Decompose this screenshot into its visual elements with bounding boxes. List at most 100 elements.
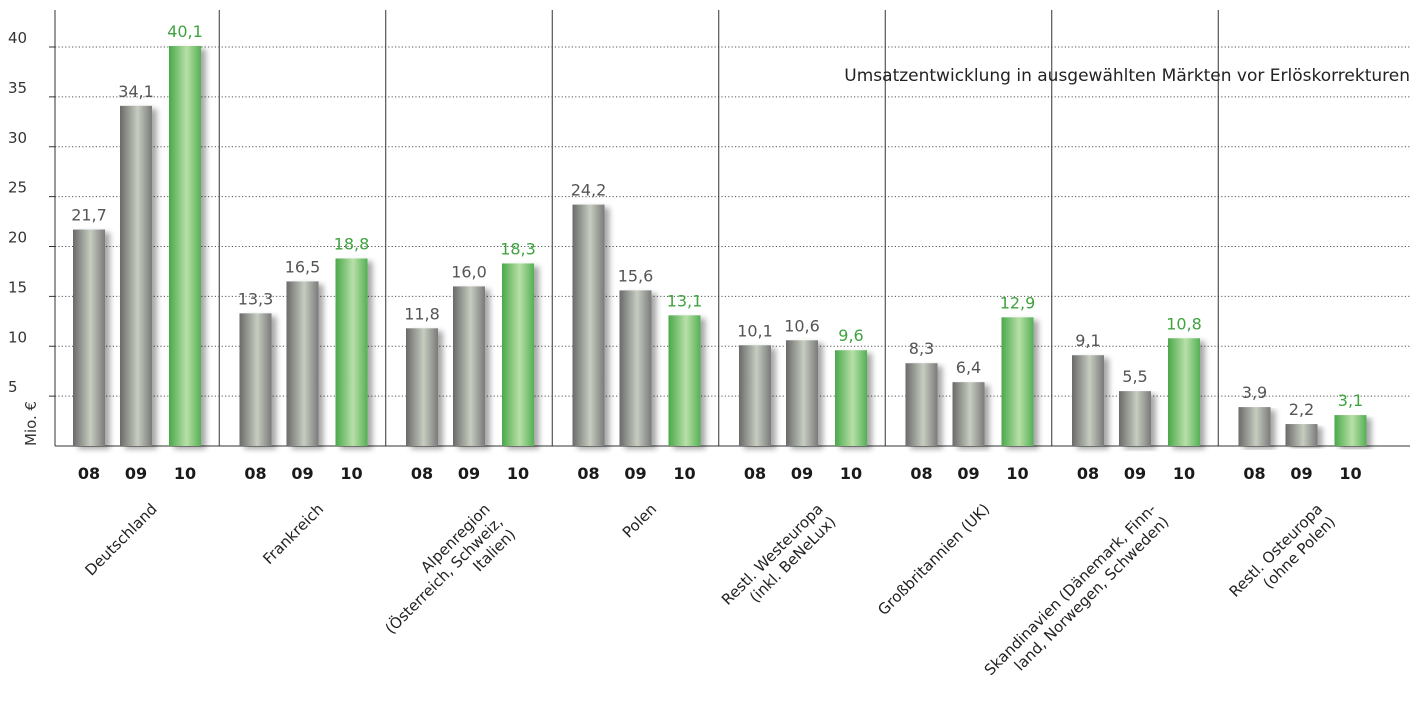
x-tick-label: 10 — [1006, 464, 1028, 483]
bar-09 — [619, 290, 652, 446]
bar-10 — [1334, 415, 1367, 446]
group-separators — [218, 10, 1219, 446]
category-label-line: Polen — [619, 500, 660, 541]
data-label: 13,1 — [667, 291, 703, 310]
data-label: 10,1 — [737, 321, 773, 340]
category-label-line: Deutschland — [81, 500, 160, 579]
category-label-line: (Österreich, Schweiz, — [381, 512, 507, 638]
x-tick-label: 10 — [673, 464, 695, 483]
x-tick-label: 08 — [577, 464, 599, 483]
x-tick-label: 08 — [910, 464, 932, 483]
y-tick-label-10: 10 — [8, 328, 27, 346]
x-tick-label: 08 — [411, 464, 433, 483]
x-tick-label: 09 — [125, 464, 147, 483]
category-label: Deutschland — [81, 500, 160, 579]
bar-08 — [73, 229, 105, 446]
x-tick-label: 10 — [840, 464, 862, 483]
bar-08 — [1072, 355, 1104, 446]
x-tick-label: 09 — [291, 464, 313, 483]
data-label: 9,6 — [838, 326, 863, 345]
y-tick-label-5: 5 — [8, 378, 18, 396]
bar-08 — [905, 363, 938, 446]
data-label: 13,3 — [238, 289, 274, 308]
data-label: 11,8 — [404, 304, 440, 323]
y-tick-label-35: 35 — [8, 79, 27, 97]
data-label: 16,5 — [285, 257, 321, 276]
data-label: 3,1 — [1338, 391, 1363, 410]
y-tick-label-40: 40 — [8, 29, 27, 47]
x-tick-label: 09 — [458, 464, 480, 483]
bar-09 — [1285, 424, 1318, 446]
data-label: 10,6 — [784, 316, 820, 335]
bar-08 — [239, 313, 272, 446]
x-tick-label: 09 — [1124, 464, 1146, 483]
category-label: Frankreich — [259, 500, 327, 568]
bar-10 — [835, 350, 867, 446]
category-labels: Deutschland Frankreich Alpenregion(Österre… — [81, 500, 1339, 679]
category-label: Großbritannien (UK) — [874, 500, 993, 619]
bar-10 — [668, 315, 701, 446]
x-tick-label: 10 — [1339, 464, 1361, 483]
bar-09 — [286, 281, 319, 446]
data-label: 3,9 — [1242, 383, 1267, 402]
x-tick-label: 08 — [78, 464, 100, 483]
data-label: 21,7 — [71, 206, 107, 225]
data-label: 24,2 — [571, 181, 607, 200]
bar-08 — [1238, 407, 1271, 446]
y-axis-label: Mio. € — [22, 401, 40, 446]
bar-09 — [453, 286, 485, 446]
chart-subtitle: Umsatzentwicklung in ausgewählten Märkte… — [844, 66, 1410, 86]
x-tick-label: 09 — [624, 464, 646, 483]
data-label: 6,4 — [956, 358, 981, 377]
x-tick-label: 08 — [744, 464, 766, 483]
data-label: 10,8 — [1166, 314, 1202, 333]
x-tick-label: 10 — [340, 464, 362, 483]
data-label: 16,0 — [451, 262, 487, 281]
category-label: Restl. Westeuropa(inkl. BeNeLux) — [718, 500, 839, 609]
x-tick-label: 08 — [1243, 464, 1265, 483]
y-tick-label-25: 25 — [8, 179, 27, 197]
data-label: 9,1 — [1075, 331, 1100, 350]
x-tick-label: 09 — [957, 464, 979, 483]
bar-09 — [786, 340, 818, 446]
y-tick-label-15: 15 — [8, 278, 27, 296]
bars — [73, 46, 1367, 446]
category-label-line: Frankreich — [259, 500, 327, 568]
bar-10 — [335, 258, 368, 446]
bar-10 — [502, 263, 534, 446]
bar-10 — [1001, 317, 1034, 446]
x-tick-label: 08 — [244, 464, 266, 483]
category-label-line: Skandinavien (Dänemark, Finn- — [981, 500, 1160, 679]
bar-08 — [739, 345, 771, 446]
data-label: 34,1 — [118, 82, 154, 101]
data-label: 5,5 — [1122, 367, 1147, 386]
x-tick-label: 10 — [507, 464, 529, 483]
category-label: Skandinavien (Dänemark, Finn-land, Norwe… — [981, 500, 1173, 679]
axes: 5 10 15 20 25 30 35 40 — [8, 10, 1410, 447]
data-label: 18,3 — [500, 239, 536, 258]
category-label: Alpenregion(Österreich, Schweiz,Italien) — [381, 500, 519, 638]
x-tick-label: 09 — [1290, 464, 1312, 483]
bar-10 — [169, 46, 201, 446]
category-label: Polen — [619, 500, 660, 541]
data-label: 12,9 — [1000, 293, 1036, 312]
data-label: 2,2 — [1289, 400, 1314, 419]
category-label: Restl. Osteuropa(ohne Polen) — [1226, 500, 1339, 601]
x-tick-label: 10 — [1173, 464, 1195, 483]
bar-09 — [1119, 391, 1151, 446]
x-tick-label: 08 — [1077, 464, 1099, 483]
category-label-line: land, Norwegen, Schweden) — [1011, 513, 1173, 675]
x-tick-label: 10 — [174, 464, 196, 483]
bar-09 — [120, 105, 152, 446]
value-labels: 21,7 08 34,1 09 40,1 10 13,3 08 16,5 09 18,8 10 11,8… — [71, 22, 1363, 483]
bar-08 — [406, 328, 438, 446]
bar-09 — [952, 382, 985, 446]
category-label-line: Großbritannien (UK) — [874, 500, 993, 619]
y-tick-label-30: 30 — [8, 129, 27, 147]
x-tick-label: 09 — [791, 464, 813, 483]
y-tick-label-20: 20 — [8, 229, 27, 247]
bar-10 — [1168, 338, 1200, 446]
data-label: 18,8 — [334, 234, 370, 253]
data-label: 8,3 — [909, 339, 934, 358]
